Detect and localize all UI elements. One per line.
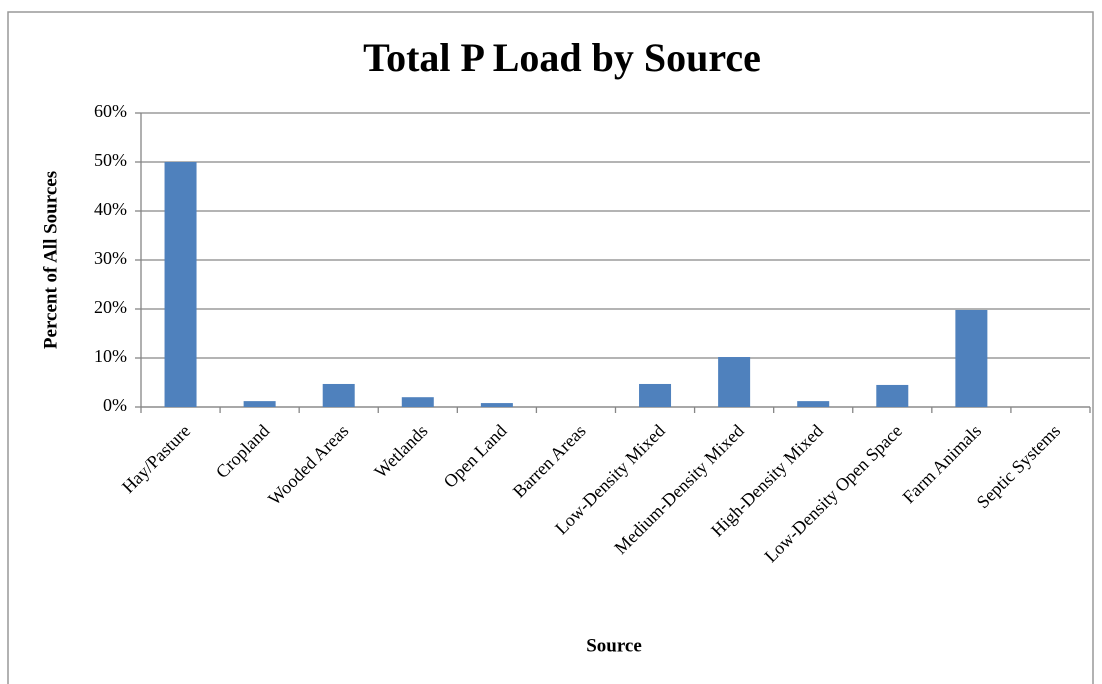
bar [401, 397, 434, 407]
bar [243, 401, 276, 407]
bar [322, 383, 355, 407]
bar [164, 162, 197, 407]
y-tick-label: 30% [94, 248, 127, 268]
y-tick-label: 10% [94, 346, 127, 366]
y-tick-label: 20% [94, 297, 127, 317]
y-tick-label: 40% [94, 199, 127, 219]
x-axis-label: Source [586, 635, 642, 656]
y-tick-label: 0% [103, 395, 127, 415]
bar [955, 309, 988, 407]
bar [718, 357, 751, 407]
y-tick-label: 50% [94, 150, 127, 170]
y-axis-label: Percent of All Sources [40, 171, 61, 349]
bar [639, 383, 672, 407]
y-tick-label: 60% [94, 101, 127, 121]
bar [480, 403, 513, 407]
chart-title: Total P Load by Source [363, 35, 761, 80]
bar [797, 401, 830, 407]
bar [876, 384, 909, 407]
